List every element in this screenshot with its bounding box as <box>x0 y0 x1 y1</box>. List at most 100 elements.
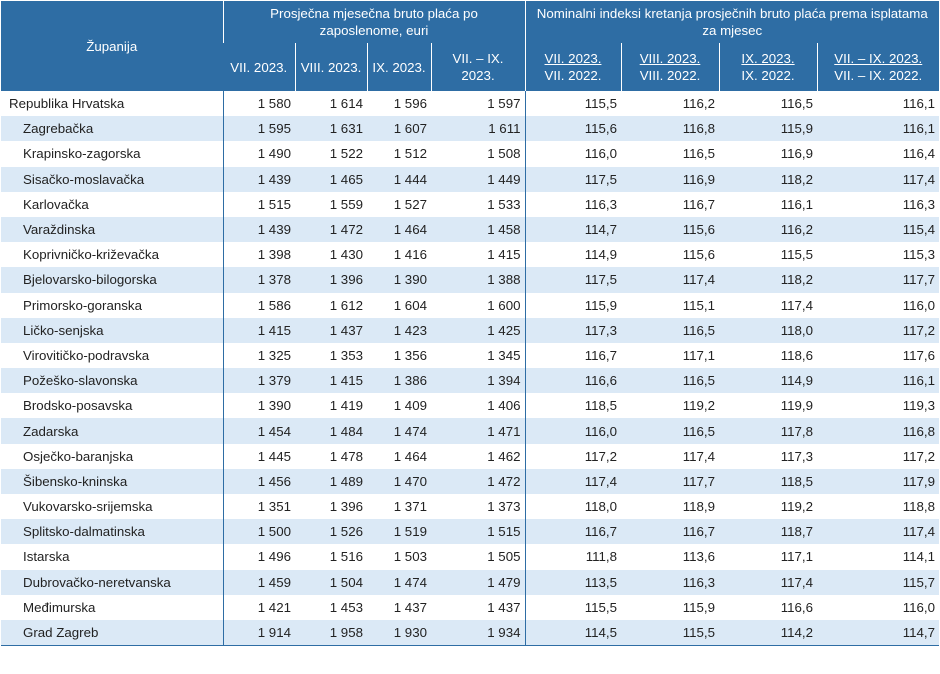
wage-value-cell: 1 390 <box>367 267 431 293</box>
wage-value-cell: 1 470 <box>367 468 431 494</box>
region-name-cell: Zagrebačka <box>1 116 224 142</box>
table-row: Brodsko-posavska 1 390 1 419 1 409 1 406 118,… <box>1 393 939 419</box>
table-row: Bjelovarsko-bilogorska 1 378 1 396 1 390 1 3… <box>1 267 940 293</box>
index-value-cell: 116,1 <box>780 196 813 212</box>
index-value-cell: 114,9 <box>584 247 617 263</box>
table-row: Šibensko-kninska 1 456 1 489 1 470 1 472 117,… <box>1 468 940 494</box>
table-row: Krapinsko-zagorska 1 490 1 522 1 512 1 508 11… <box>1 141 939 167</box>
index-value-cell: 116,7 <box>621 519 719 545</box>
region-name-cell: Karlovačka <box>1 191 224 217</box>
wage-value-cell: 1 449 <box>431 166 526 192</box>
wage-value-cell: 1 596 <box>393 96 427 112</box>
wage-value-cell: 1 437 <box>393 599 427 615</box>
index-value-cell: 117,2 <box>584 448 617 464</box>
index-value-cell: 116,8 <box>817 418 940 444</box>
wage-value-cell: 1 504 <box>295 569 367 595</box>
table-row: Grad Zagreb 1 914 1 958 1 930 1 934 114,5 115,… <box>1 619 940 647</box>
wage-value-cell: 1 353 <box>329 347 363 363</box>
index-value-cell: 117,4 <box>525 468 621 494</box>
index-value-cell: 118,2 <box>719 166 817 192</box>
index-value-cell: 116,7 <box>525 519 621 545</box>
index-value-cell: 118,2 <box>719 267 817 293</box>
index-value-cell: 116,5 <box>682 146 715 162</box>
wage-value-cell: 1 586 <box>257 297 291 313</box>
index-denominator: IX. 2022. <box>741 68 795 83</box>
col-header-wage-aug: VIII. 2023. <box>294 43 367 91</box>
wage-value-cell: 1 522 <box>329 146 363 162</box>
wage-value-cell: 1 371 <box>393 499 427 515</box>
index-value-cell: 115,9 <box>584 297 617 313</box>
index-value-cell: 115,9 <box>682 599 715 615</box>
wage-value-cell: 1 390 <box>257 398 291 414</box>
col-header-wage-sep: IX. 2023. <box>366 43 431 91</box>
region-name-cell: Sisačko-moslavačka <box>1 166 224 192</box>
index-value-cell: 113,5 <box>525 569 621 595</box>
index-value-cell: 117,4 <box>682 448 715 464</box>
wage-value-cell: 1 505 <box>431 544 526 570</box>
wage-value-cell: 1 423 <box>367 317 431 343</box>
index-value-cell: 117,2 <box>817 317 940 343</box>
index-value-cell: 116,0 <box>902 297 936 313</box>
index-value-cell: 117,5 <box>525 267 621 293</box>
wage-value-cell: 1 612 <box>329 297 363 313</box>
wage-value-cell: 1 914 <box>223 619 295 647</box>
wage-value-cell: 1 474 <box>367 418 431 444</box>
wage-value-cell: 1 415 <box>223 317 295 343</box>
table-row: Istarska 1 496 1 516 1 503 1 505 111,8 113,6 11… <box>1 544 939 570</box>
wage-value-cell: 1 453 <box>329 599 363 615</box>
index-value-cell: 116,2 <box>682 96 715 112</box>
index-value-cell: 117,4 <box>780 297 813 313</box>
table-row: Međimurska 1 421 1 453 1 437 1 437 115,5 115,9… <box>1 594 939 620</box>
table-row: Zagrebačka 1 595 1 631 1 607 1 611 115,6 116,8… <box>1 116 940 142</box>
index-value-cell: 117,1 <box>682 347 715 363</box>
wage-value-cell: 1 462 <box>431 443 526 469</box>
table-row: Zadarska 1 454 1 484 1 474 1 471 116,0 116,5 11… <box>1 418 940 444</box>
wage-value-cell: 1 580 <box>257 96 291 112</box>
region-name-cell: Koprivničko-križevačka <box>1 242 224 268</box>
wage-value-cell: 1 515 <box>257 196 291 212</box>
table-row: Sisačko-moslavačka 1 439 1 465 1 444 1 449 11… <box>1 166 940 192</box>
region-column-header: Županija <box>1 1 223 91</box>
index-value-cell: 116,6 <box>780 599 813 615</box>
col-header-wage-jul: VII. 2023. <box>223 43 295 91</box>
wage-value-cell: 1 425 <box>431 317 526 343</box>
region-name-cell: Dubrovačko-neretvanska <box>1 569 224 595</box>
index-value-cell: 116,7 <box>682 196 715 212</box>
region-name-cell: Grad Zagreb <box>1 619 224 647</box>
index-value-cell: 118,9 <box>682 499 715 515</box>
table-row: Vukovarsko-srijemska 1 351 1 396 1 371 1 373… <box>1 494 939 520</box>
index-value-cell: 116,0 <box>902 599 936 615</box>
wage-value-cell: 1 396 <box>295 267 367 293</box>
index-value-cell: 115,9 <box>719 116 817 142</box>
index-value-cell: 117,4 <box>817 519 940 545</box>
wage-value-cell: 1 398 <box>257 247 291 263</box>
region-name-cell: Republika Hrvatska <box>1 91 224 117</box>
wage-value-cell: 1 595 <box>223 116 295 142</box>
wage-value-cell: 1 489 <box>295 468 367 494</box>
index-value-cell: 118,0 <box>584 499 617 515</box>
index-value-cell: 117,8 <box>719 418 817 444</box>
region-name-cell: Krapinsko-zagorska <box>1 141 224 167</box>
index-value-cell: 119,3 <box>902 398 936 414</box>
wage-value-cell: 1 611 <box>431 116 526 142</box>
wage-value-cell: 1 439 <box>223 166 295 192</box>
index-numerator: VIII. 2023. <box>639 51 701 66</box>
index-value-cell: 115,5 <box>584 599 617 615</box>
index-numerator: VII. – IX. 2023. <box>834 51 923 66</box>
col-header-index-sep: IX. 2023. IX. 2022. <box>718 43 817 91</box>
wage-value-cell: 1 516 <box>329 549 363 565</box>
wage-value-cell: 1 394 <box>431 368 526 394</box>
wage-value-cell: 1 604 <box>393 297 427 313</box>
index-value-cell: 119,2 <box>682 398 715 414</box>
wage-value-cell: 1 439 <box>223 216 295 243</box>
region-name-cell: Istarska <box>1 544 224 570</box>
table-row: Požeško-slavonska 1 379 1 415 1 386 1 394 116… <box>1 368 940 394</box>
index-value-cell: 116,3 <box>902 196 936 212</box>
region-name-cell: Šibensko-kninska <box>1 468 224 494</box>
wage-value-cell: 1 437 <box>431 594 526 620</box>
wage-value-cell: 1 444 <box>367 166 431 192</box>
index-denominator: VII. – IX. 2022. <box>834 68 923 83</box>
wage-value-cell: 1 396 <box>329 499 363 515</box>
col-header-index-jul: VII. 2023. VII. 2022. <box>524 43 621 91</box>
index-value-cell: 117,3 <box>780 448 813 464</box>
